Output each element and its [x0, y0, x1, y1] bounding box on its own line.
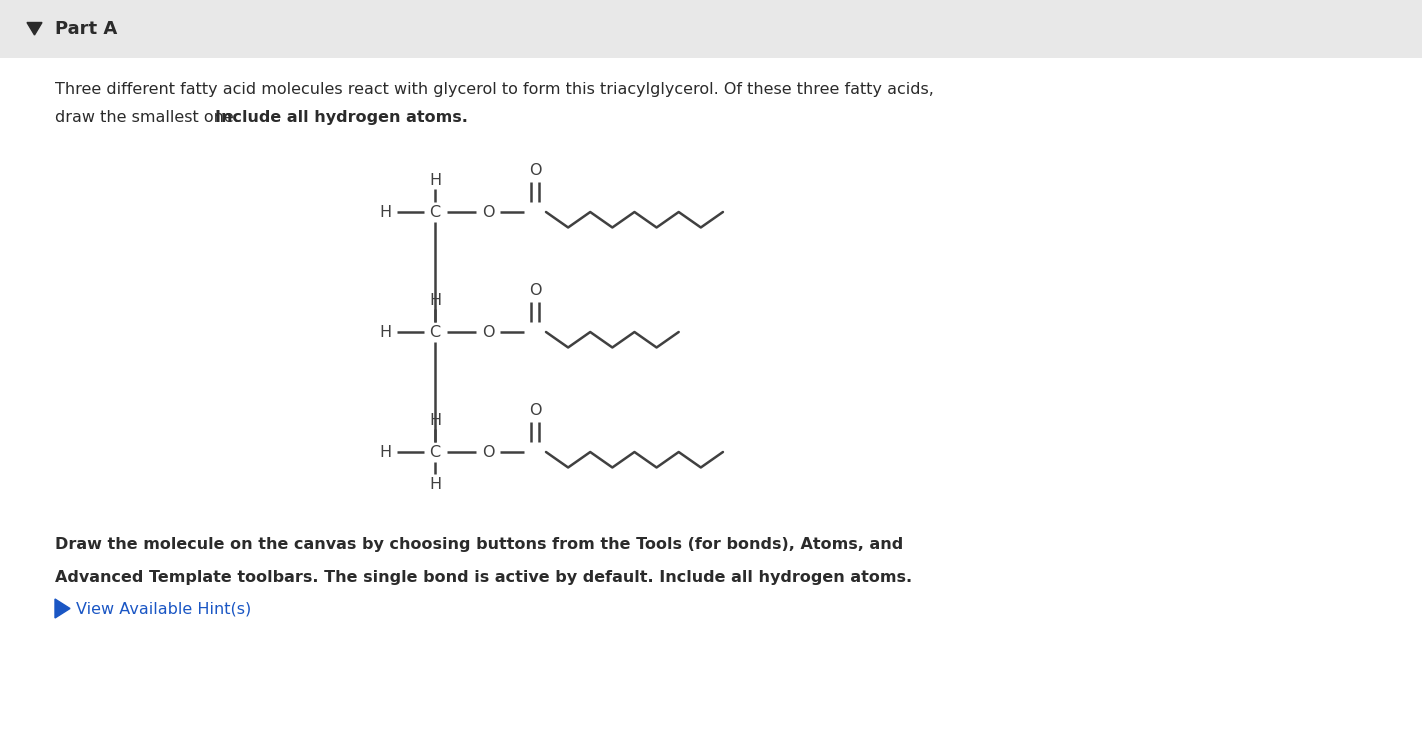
- Text: H: H: [429, 292, 441, 307]
- Text: O: O: [529, 162, 542, 177]
- Text: C: C: [429, 444, 441, 459]
- FancyBboxPatch shape: [0, 0, 1422, 58]
- Text: H: H: [429, 413, 441, 427]
- Text: H: H: [429, 172, 441, 188]
- Text: O: O: [482, 205, 495, 220]
- Text: O: O: [529, 402, 542, 418]
- Text: Draw the molecule on the canvas by choosing buttons from the Tools (for bonds), : Draw the molecule on the canvas by choos…: [55, 537, 903, 552]
- Text: H: H: [378, 324, 391, 340]
- Polygon shape: [27, 22, 43, 35]
- Text: C: C: [429, 324, 441, 340]
- Text: Part A: Part A: [55, 20, 117, 38]
- Text: H: H: [429, 476, 441, 491]
- Text: H: H: [378, 205, 391, 220]
- Text: Three different fatty acid molecules react with glycerol to form this triacylgly: Three different fatty acid molecules rea…: [55, 82, 934, 97]
- Text: draw the smallest one.: draw the smallest one.: [55, 110, 245, 125]
- Polygon shape: [55, 599, 70, 618]
- Text: H: H: [378, 444, 391, 459]
- Text: O: O: [529, 283, 542, 298]
- Text: Include all hydrogen atoms.: Include all hydrogen atoms.: [215, 110, 468, 125]
- Text: O: O: [482, 324, 495, 340]
- Text: Advanced Template toolbars. The single bond is active by default. Include all hy: Advanced Template toolbars. The single b…: [55, 570, 912, 585]
- Text: C: C: [429, 205, 441, 220]
- Text: View Available Hint(s): View Available Hint(s): [75, 601, 252, 616]
- Text: O: O: [482, 444, 495, 459]
